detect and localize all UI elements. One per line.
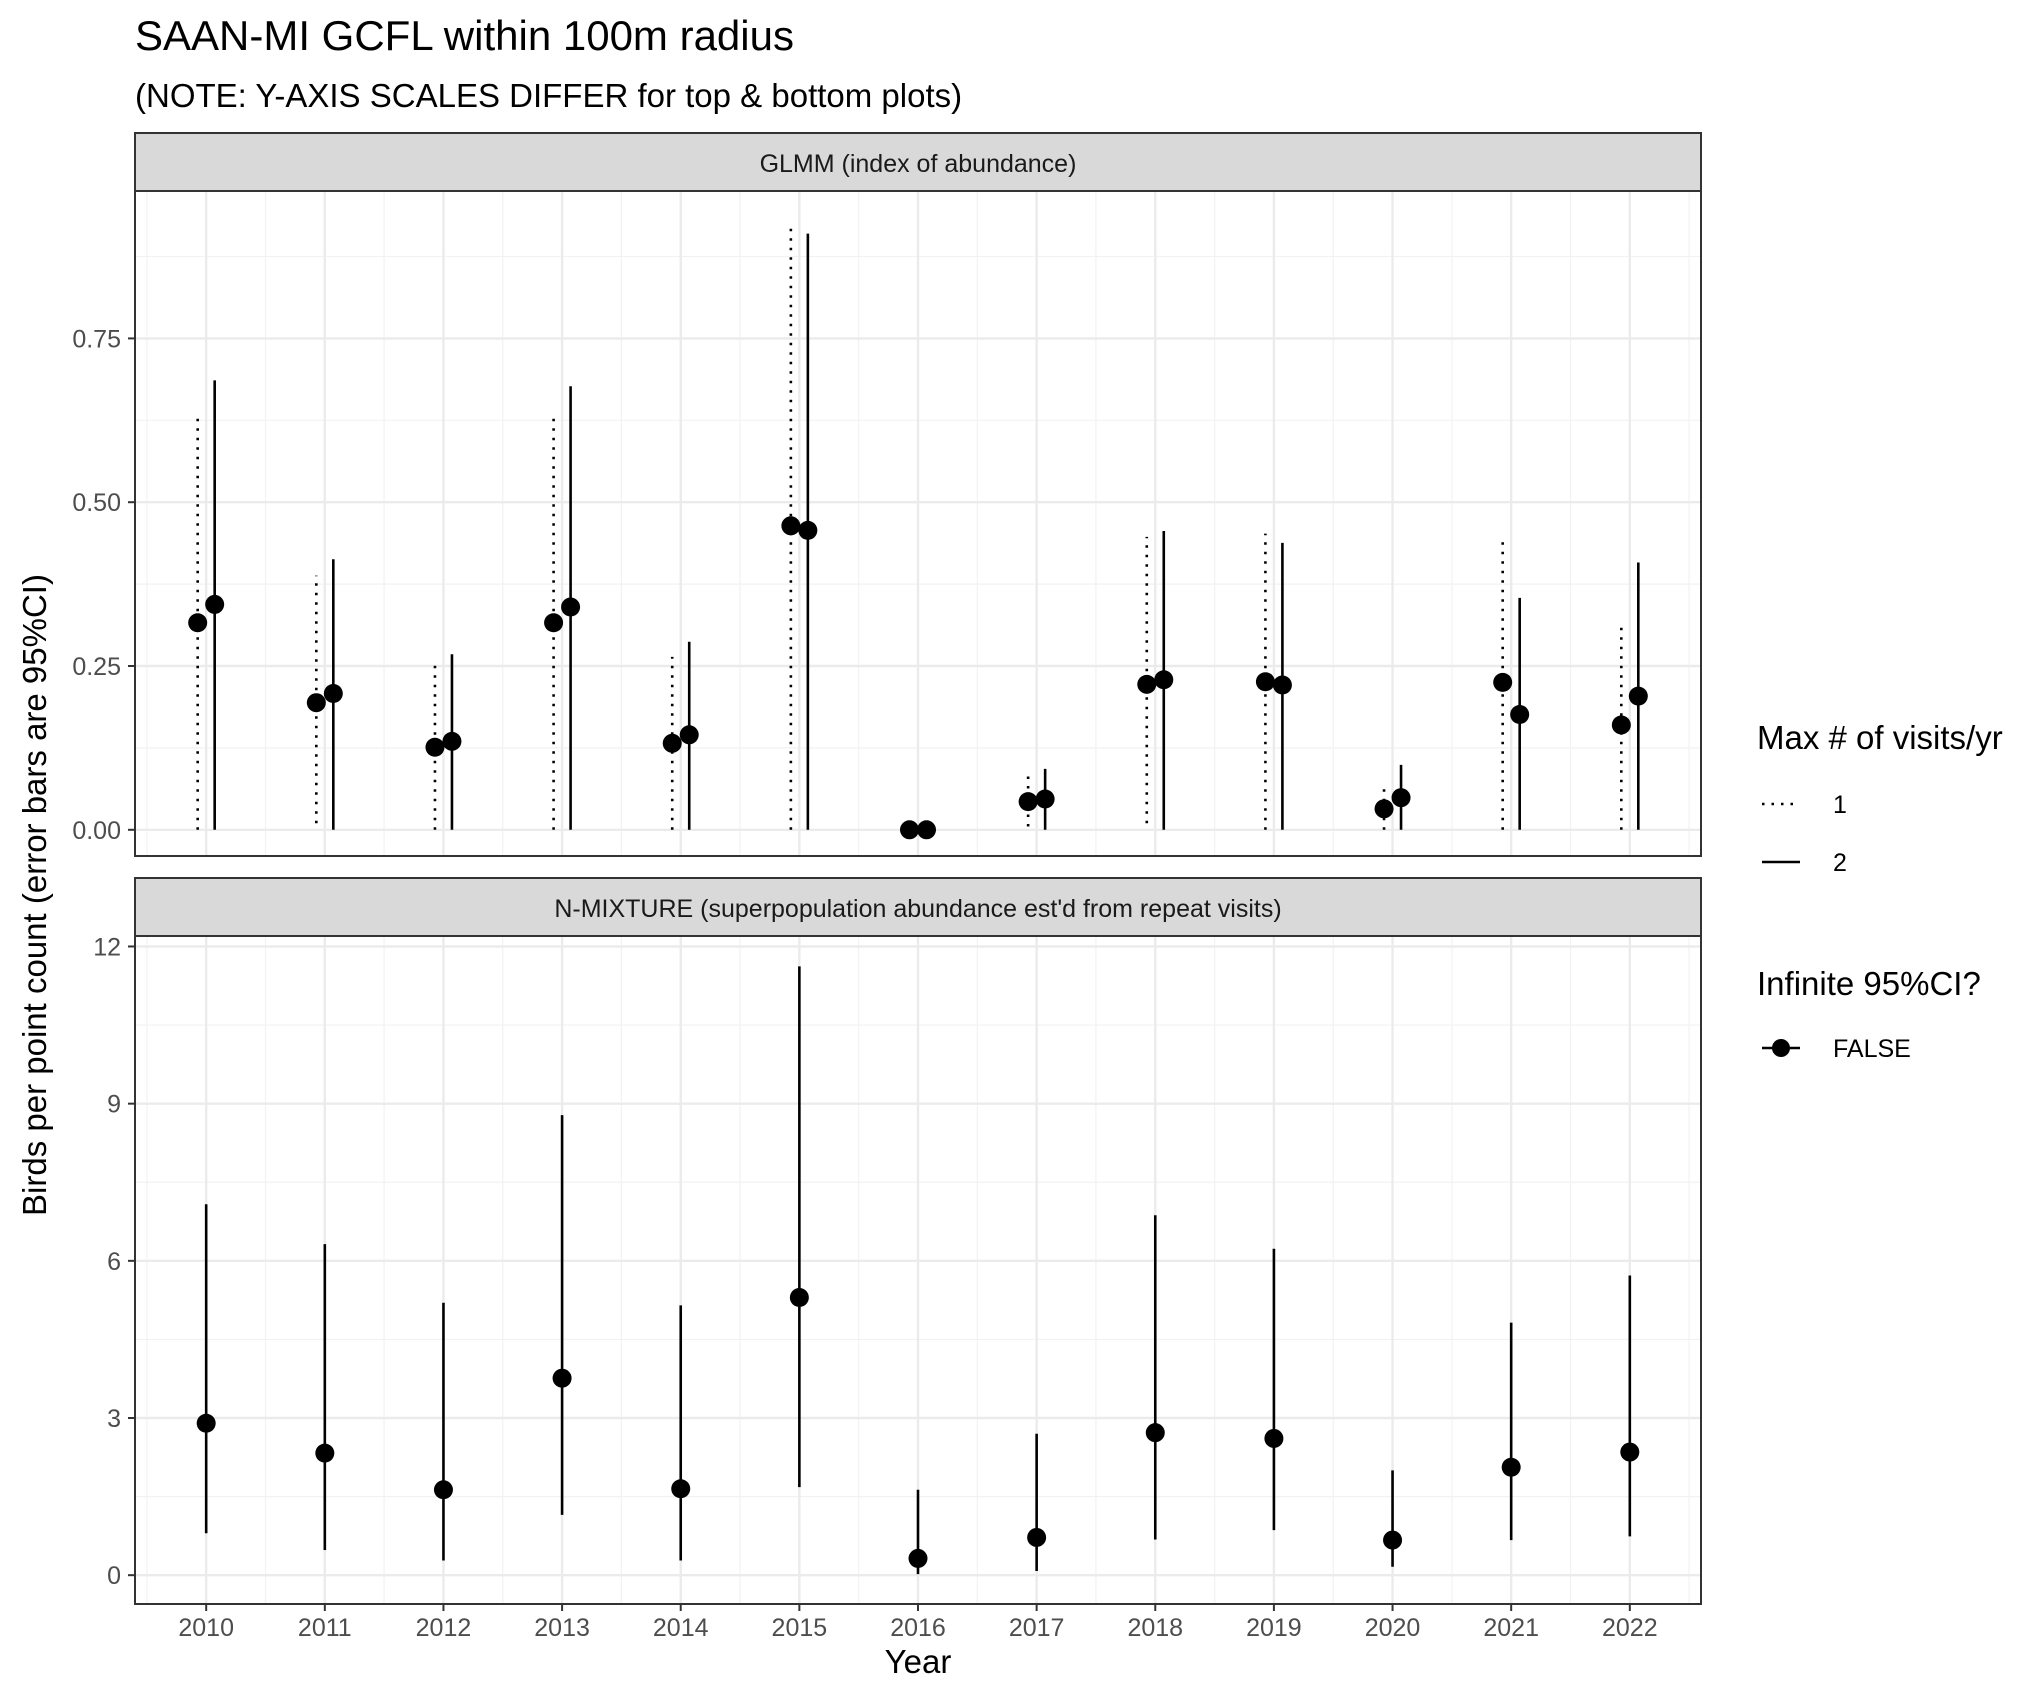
point-glmm-2010-series-1 bbox=[188, 613, 208, 633]
y-tick-label-glmm: 0.75 bbox=[72, 325, 121, 353]
chart-title: SAAN-MI GCFL within 100m radius bbox=[135, 12, 794, 59]
legend-label-2: 2 bbox=[1833, 849, 1847, 877]
x-tick-label-2014: 2014 bbox=[653, 1614, 709, 1642]
legend-label-1: 1 bbox=[1833, 791, 1847, 819]
point-glmm-2017-series-2 bbox=[1035, 789, 1055, 809]
x-tick-label-2018: 2018 bbox=[1127, 1614, 1183, 1642]
x-tick-label-2013: 2013 bbox=[534, 1614, 590, 1642]
x-tick-label-2012: 2012 bbox=[416, 1614, 472, 1642]
x-tick-label-2016: 2016 bbox=[890, 1614, 946, 1642]
point-glmm-2018-series-2 bbox=[1154, 670, 1174, 690]
point-glmm-2021-series-1 bbox=[1493, 672, 1513, 692]
y-tick-label-nmixture: 3 bbox=[107, 1405, 121, 1433]
point-glmm-2022-series-1 bbox=[1611, 715, 1631, 735]
x-tick-label-2020: 2020 bbox=[1365, 1614, 1421, 1642]
point-glmm-2010-series-2 bbox=[205, 594, 225, 614]
point-nmixture-2017-series-2 bbox=[1027, 1527, 1047, 1547]
y-tick-label-glmm: 0.25 bbox=[72, 653, 121, 681]
point-glmm-2013-series-1 bbox=[544, 613, 564, 633]
panel-nmixture: N-MIXTURE (superpopulation abundance est… bbox=[93, 877, 1702, 1605]
point-glmm-2015-series-2 bbox=[798, 520, 818, 540]
point-nmixture-2020-series-2 bbox=[1383, 1530, 1403, 1550]
chart-subtitle: (NOTE: Y-AXIS SCALES DIFFER for top & bo… bbox=[135, 77, 962, 114]
legend-key-point bbox=[1772, 1039, 1790, 1057]
point-nmixture-2021-series-2 bbox=[1501, 1457, 1521, 1477]
x-tick-label-2011: 2011 bbox=[298, 1614, 352, 1642]
point-glmm-2020-series-1 bbox=[1374, 799, 1394, 819]
point-nmixture-2010-series-2 bbox=[196, 1413, 216, 1433]
panel-glmm-marks bbox=[188, 223, 1648, 840]
panel-glmm-y-axis: 0.00 0.25 0.50 0.75 bbox=[72, 325, 135, 845]
panel-glmm: GLMM (index of abundance) 0.000.250.500.… bbox=[72, 132, 1702, 857]
point-glmm-2019-series-2 bbox=[1272, 675, 1292, 695]
panel-nmixture-strip-label: N-MIXTURE (superpopulation abundance est… bbox=[554, 895, 1281, 923]
point-glmm-2014-series-2 bbox=[679, 725, 699, 745]
point-nmixture-2011-series-2 bbox=[315, 1443, 335, 1463]
panel-glmm-border bbox=[134, 190, 1702, 857]
x-axis-title: Year bbox=[885, 1643, 952, 1680]
x-tick-label-2015: 2015 bbox=[772, 1614, 828, 1642]
legend-label-false: FALSE bbox=[1833, 1035, 1911, 1063]
point-glmm-2015-series-1 bbox=[781, 516, 801, 536]
point-nmixture-2018-series-2 bbox=[1145, 1423, 1165, 1443]
point-glmm-2022-series-2 bbox=[1628, 686, 1648, 706]
point-glmm-2018-series-1 bbox=[1137, 674, 1157, 694]
panel-glmm-strip bbox=[134, 132, 1702, 192]
point-glmm-2019-series-1 bbox=[1255, 672, 1275, 692]
point-glmm-2011-series-2 bbox=[323, 684, 343, 704]
point-nmixture-2014-series-2 bbox=[671, 1479, 691, 1499]
point-nmixture-2015-series-2 bbox=[789, 1288, 809, 1308]
y-tick-label-glmm: 0.50 bbox=[72, 489, 121, 517]
y-axis-title: Birds per point count (error bars are 95… bbox=[16, 574, 53, 1216]
point-glmm-2012-series-1 bbox=[425, 737, 445, 757]
y-tick-label-nmixture: 0 bbox=[107, 1562, 121, 1590]
y-tick-label-nmixture: 12 bbox=[93, 933, 121, 961]
panel-nmixture-marks bbox=[196, 966, 1640, 1575]
point-glmm-2011-series-1 bbox=[306, 693, 326, 713]
y-tick-label-glmm: 0.00 bbox=[72, 817, 121, 845]
point-nmixture-2012-series-2 bbox=[433, 1480, 453, 1500]
legend-linetype-title: Max # of visits/yr bbox=[1757, 719, 2003, 756]
point-glmm-2017-series-1 bbox=[1018, 792, 1038, 812]
panel-nmixture-y-axis: 0 3 6 9 12 bbox=[93, 933, 135, 1590]
panel-glmm-strip-label: GLMM (index of abundance) bbox=[760, 150, 1077, 178]
x-tick-label-2010: 2010 bbox=[178, 1614, 234, 1642]
x-tick-label-2022: 2022 bbox=[1602, 1614, 1658, 1642]
point-glmm-2012-series-2 bbox=[442, 731, 462, 751]
point-nmixture-2019-series-2 bbox=[1264, 1428, 1284, 1448]
point-nmixture-2013-series-2 bbox=[552, 1368, 572, 1388]
point-glmm-2016-series-2 bbox=[917, 820, 936, 840]
point-glmm-2021-series-2 bbox=[1510, 704, 1530, 724]
point-glmm-2013-series-2 bbox=[561, 597, 581, 617]
point-nmixture-2022-series-2 bbox=[1620, 1442, 1640, 1462]
point-glmm-2014-series-1 bbox=[662, 733, 682, 753]
point-glmm-2016-series-1 bbox=[900, 820, 919, 840]
y-tick-label-nmixture: 9 bbox=[107, 1091, 121, 1119]
point-glmm-2020-series-2 bbox=[1391, 788, 1411, 808]
x-tick-label-2019: 2019 bbox=[1246, 1614, 1302, 1642]
legend-point-title: Infinite 95%CI? bbox=[1757, 965, 1981, 1002]
legend: Max # of visits/yr 1 2 Infinite 95%CI? F… bbox=[1757, 719, 2003, 1063]
panel-nmixture-strip bbox=[134, 877, 1702, 937]
x-tick-label-2017: 2017 bbox=[1009, 1614, 1065, 1642]
y-tick-label-nmixture: 6 bbox=[107, 1248, 121, 1276]
x-axis: 2010 2011 2012 2013 2014 2015 2016 2017 2018 2019… bbox=[178, 1604, 1658, 1642]
point-nmixture-2016-series-2 bbox=[908, 1548, 928, 1568]
x-tick-label-2021: 2021 bbox=[1483, 1614, 1539, 1642]
